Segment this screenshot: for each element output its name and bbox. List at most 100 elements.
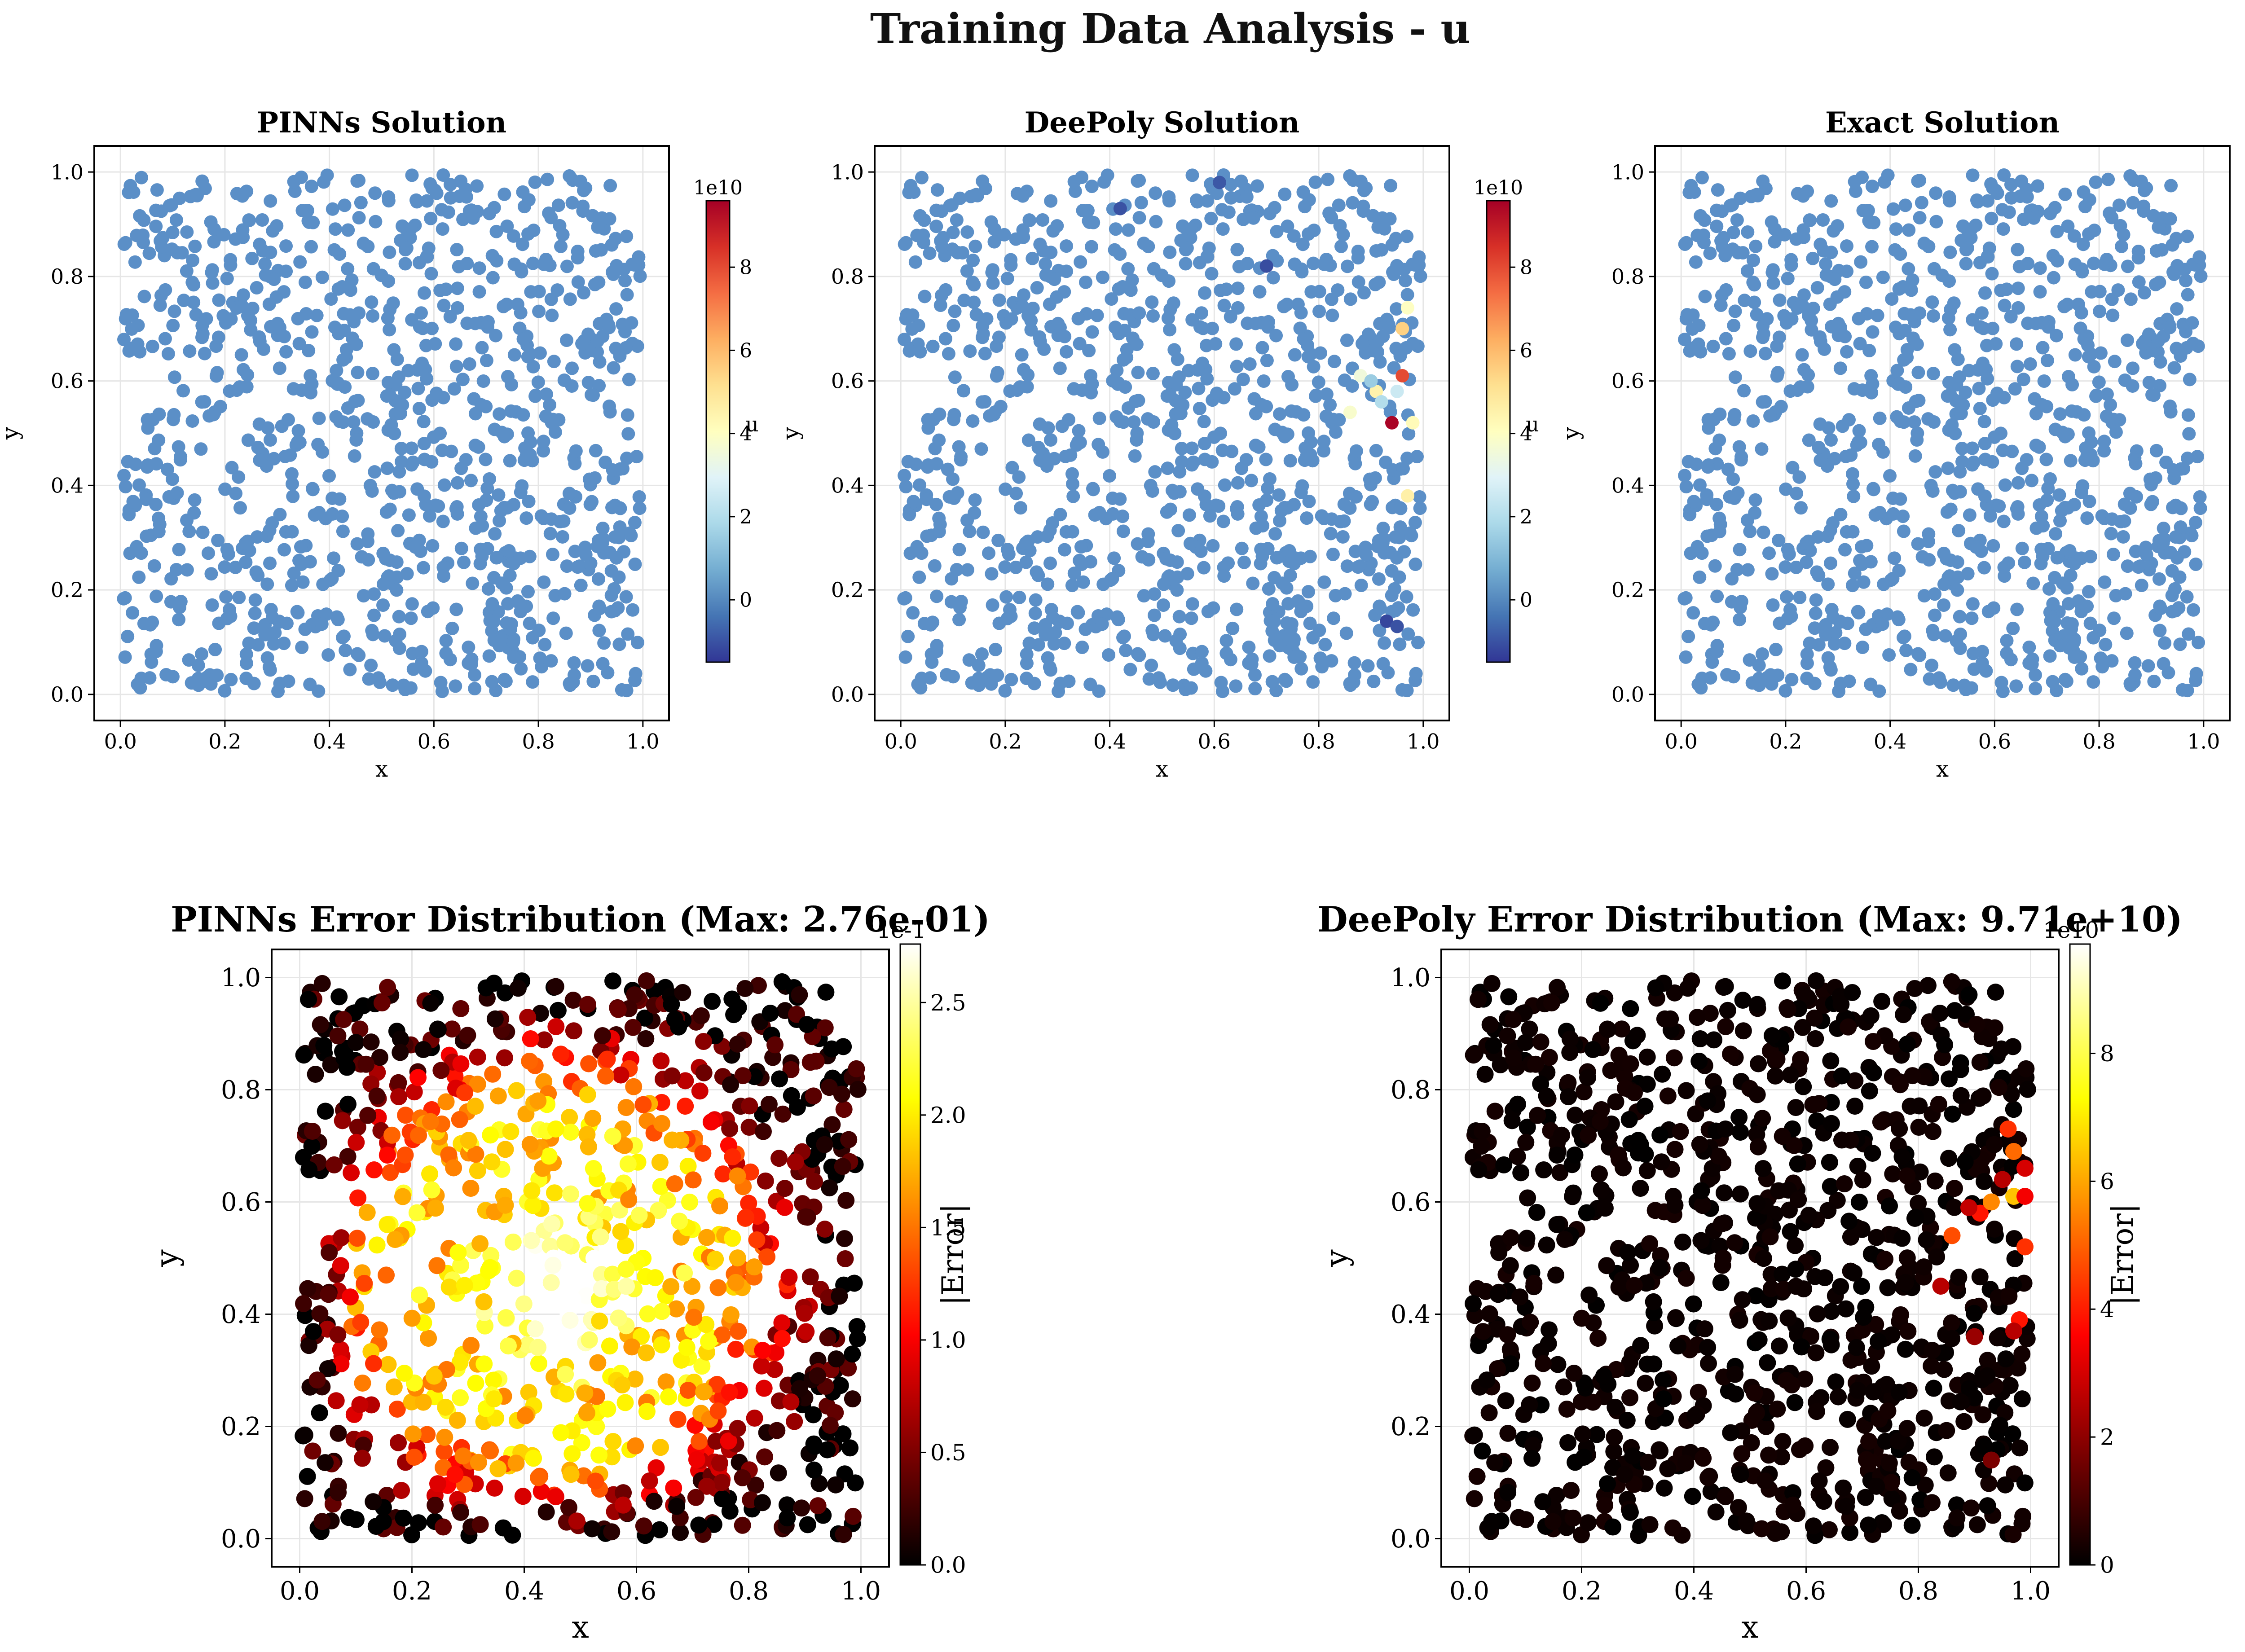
pinns_error-point [394,1188,411,1205]
deepoly_solution-point [1325,512,1338,526]
pinns_error-point [357,1055,375,1073]
pinns_solution-point [169,562,183,576]
pinns_solution-point [225,461,239,475]
deepoly_solution-point [1361,659,1375,673]
deepoly_error-point [1541,1321,1558,1339]
exact_solution-point [1994,676,2008,690]
exact_solution-point [2042,582,2056,596]
deepoly_solution-highlight-point [1406,416,1420,430]
exact_solution-point [2181,451,2195,465]
pinns_solution-point [190,189,204,202]
deepoly_error-point [1517,1034,1534,1051]
deepoly_solution-point [1066,477,1080,491]
deepoly_error-point [1980,1475,1998,1492]
pinns_error-point [467,1375,484,1392]
exact_solution-point [1966,313,1980,327]
pinns_solution-point [476,374,490,388]
pinns_solution-point [218,560,232,574]
exact_solution-point [1789,232,1803,246]
exact_solution-point [2146,209,2160,223]
deepoly_error-point [1971,1054,1989,1071]
deepoly_error-point [1529,1107,1546,1124]
pinns_solution-colorbar-label: u [745,412,759,436]
pinns_error-point [422,1113,439,1130]
pinns_error-point [562,1185,579,1203]
deepoly_solution-point [1401,627,1415,641]
pinns_error-point [652,1177,669,1195]
deepoly_error-point [1610,1146,1627,1164]
pinns_error-point [489,1460,507,1477]
exact_solution-point [2163,321,2177,334]
deepoly_solution-point [1157,598,1171,612]
pinns_solution-point [618,274,632,288]
pinns_error-point [296,1490,313,1507]
pinns_solution-point [167,304,181,318]
deepoly_error-point [1884,1165,1902,1183]
deepoly_error-point [1538,1087,1555,1105]
exact_solution-point [1712,525,1726,539]
pinns_error-point [617,1237,634,1254]
exact_solution-point [1845,467,1859,481]
pinns_solution-point [262,297,276,311]
pinns_error-point [635,1517,652,1535]
pinns_solution-point [395,455,409,469]
pinns_error-point [378,1266,395,1284]
deepoly_solution-point [1324,527,1338,540]
pinns_solution-point [419,338,433,352]
deepoly_error-point [1808,1403,1825,1420]
deepoly_error-point [1796,1371,1814,1388]
pinns_solution-point [345,331,359,345]
pinns_solution-point [514,551,528,565]
deepoly_solution-point [1320,387,1334,401]
exact_solution-point [1833,361,1847,375]
pinns_solution-point [224,258,238,272]
deepoly_error-point [1819,1202,1837,1219]
pinns_solution-point [619,590,633,604]
pinns_error-point [312,1016,329,1033]
exact_solution-point [1712,511,1726,525]
deepoly_error-point [2006,1250,2024,1268]
pinns_solution-point [348,395,362,409]
deepoly_error-point [1875,1516,1892,1533]
pinns_solution-point [328,222,342,236]
exact_solution-point [2180,229,2194,243]
pinns_error-point [497,1141,514,1158]
deepoly_solution-point [988,222,1002,236]
pinns_error-point [547,978,564,995]
exact_solution-point [2166,501,2180,514]
exact_solution-point [2080,449,2094,463]
pinns_solution-point [537,444,550,458]
pinns_error-point [530,1355,548,1372]
deepoly_solution-point [1152,671,1166,685]
deepoly_error-point [1784,1484,1802,1502]
pinns_solution-point [603,212,616,226]
exact_solution-point [1978,453,1992,466]
exact_solution-point [2106,548,2120,562]
deepoly_error-point [1624,1447,1642,1465]
deepoly_solution-point [1231,301,1245,315]
deepoly_error-point [1652,1247,1669,1264]
deepoly_solution-highlight-point [1213,176,1226,189]
exact_solution-point [1975,306,1989,320]
deepoly_solution-highlight-point [1390,620,1404,633]
deepoly_solution-point [1224,178,1237,192]
pinns_error-point [711,1454,728,1472]
pinns_solution-point [474,510,488,523]
pinns_error-point [834,1425,852,1443]
exact_solution-point [2036,549,2050,563]
exact_solution-point [1826,611,1840,624]
deepoly_solution-point [1245,657,1259,671]
pinns_solution-point [291,606,305,620]
deepoly_error-point [1677,1270,1695,1287]
deepoly_solution-point [1039,257,1052,271]
exact_solution-ytick-label: 0.8 [1611,264,1644,289]
deepoly_solution-point [1259,453,1273,466]
exact_solution-point [2004,653,2018,667]
pinns_error-point [651,1521,668,1538]
deepoly_error-point [1655,1371,1672,1389]
deepoly_solution-point [932,525,946,539]
pinns_error-point [618,1278,635,1295]
deepoly_solution-point [1057,637,1071,650]
pinns_solution-point [195,174,209,188]
